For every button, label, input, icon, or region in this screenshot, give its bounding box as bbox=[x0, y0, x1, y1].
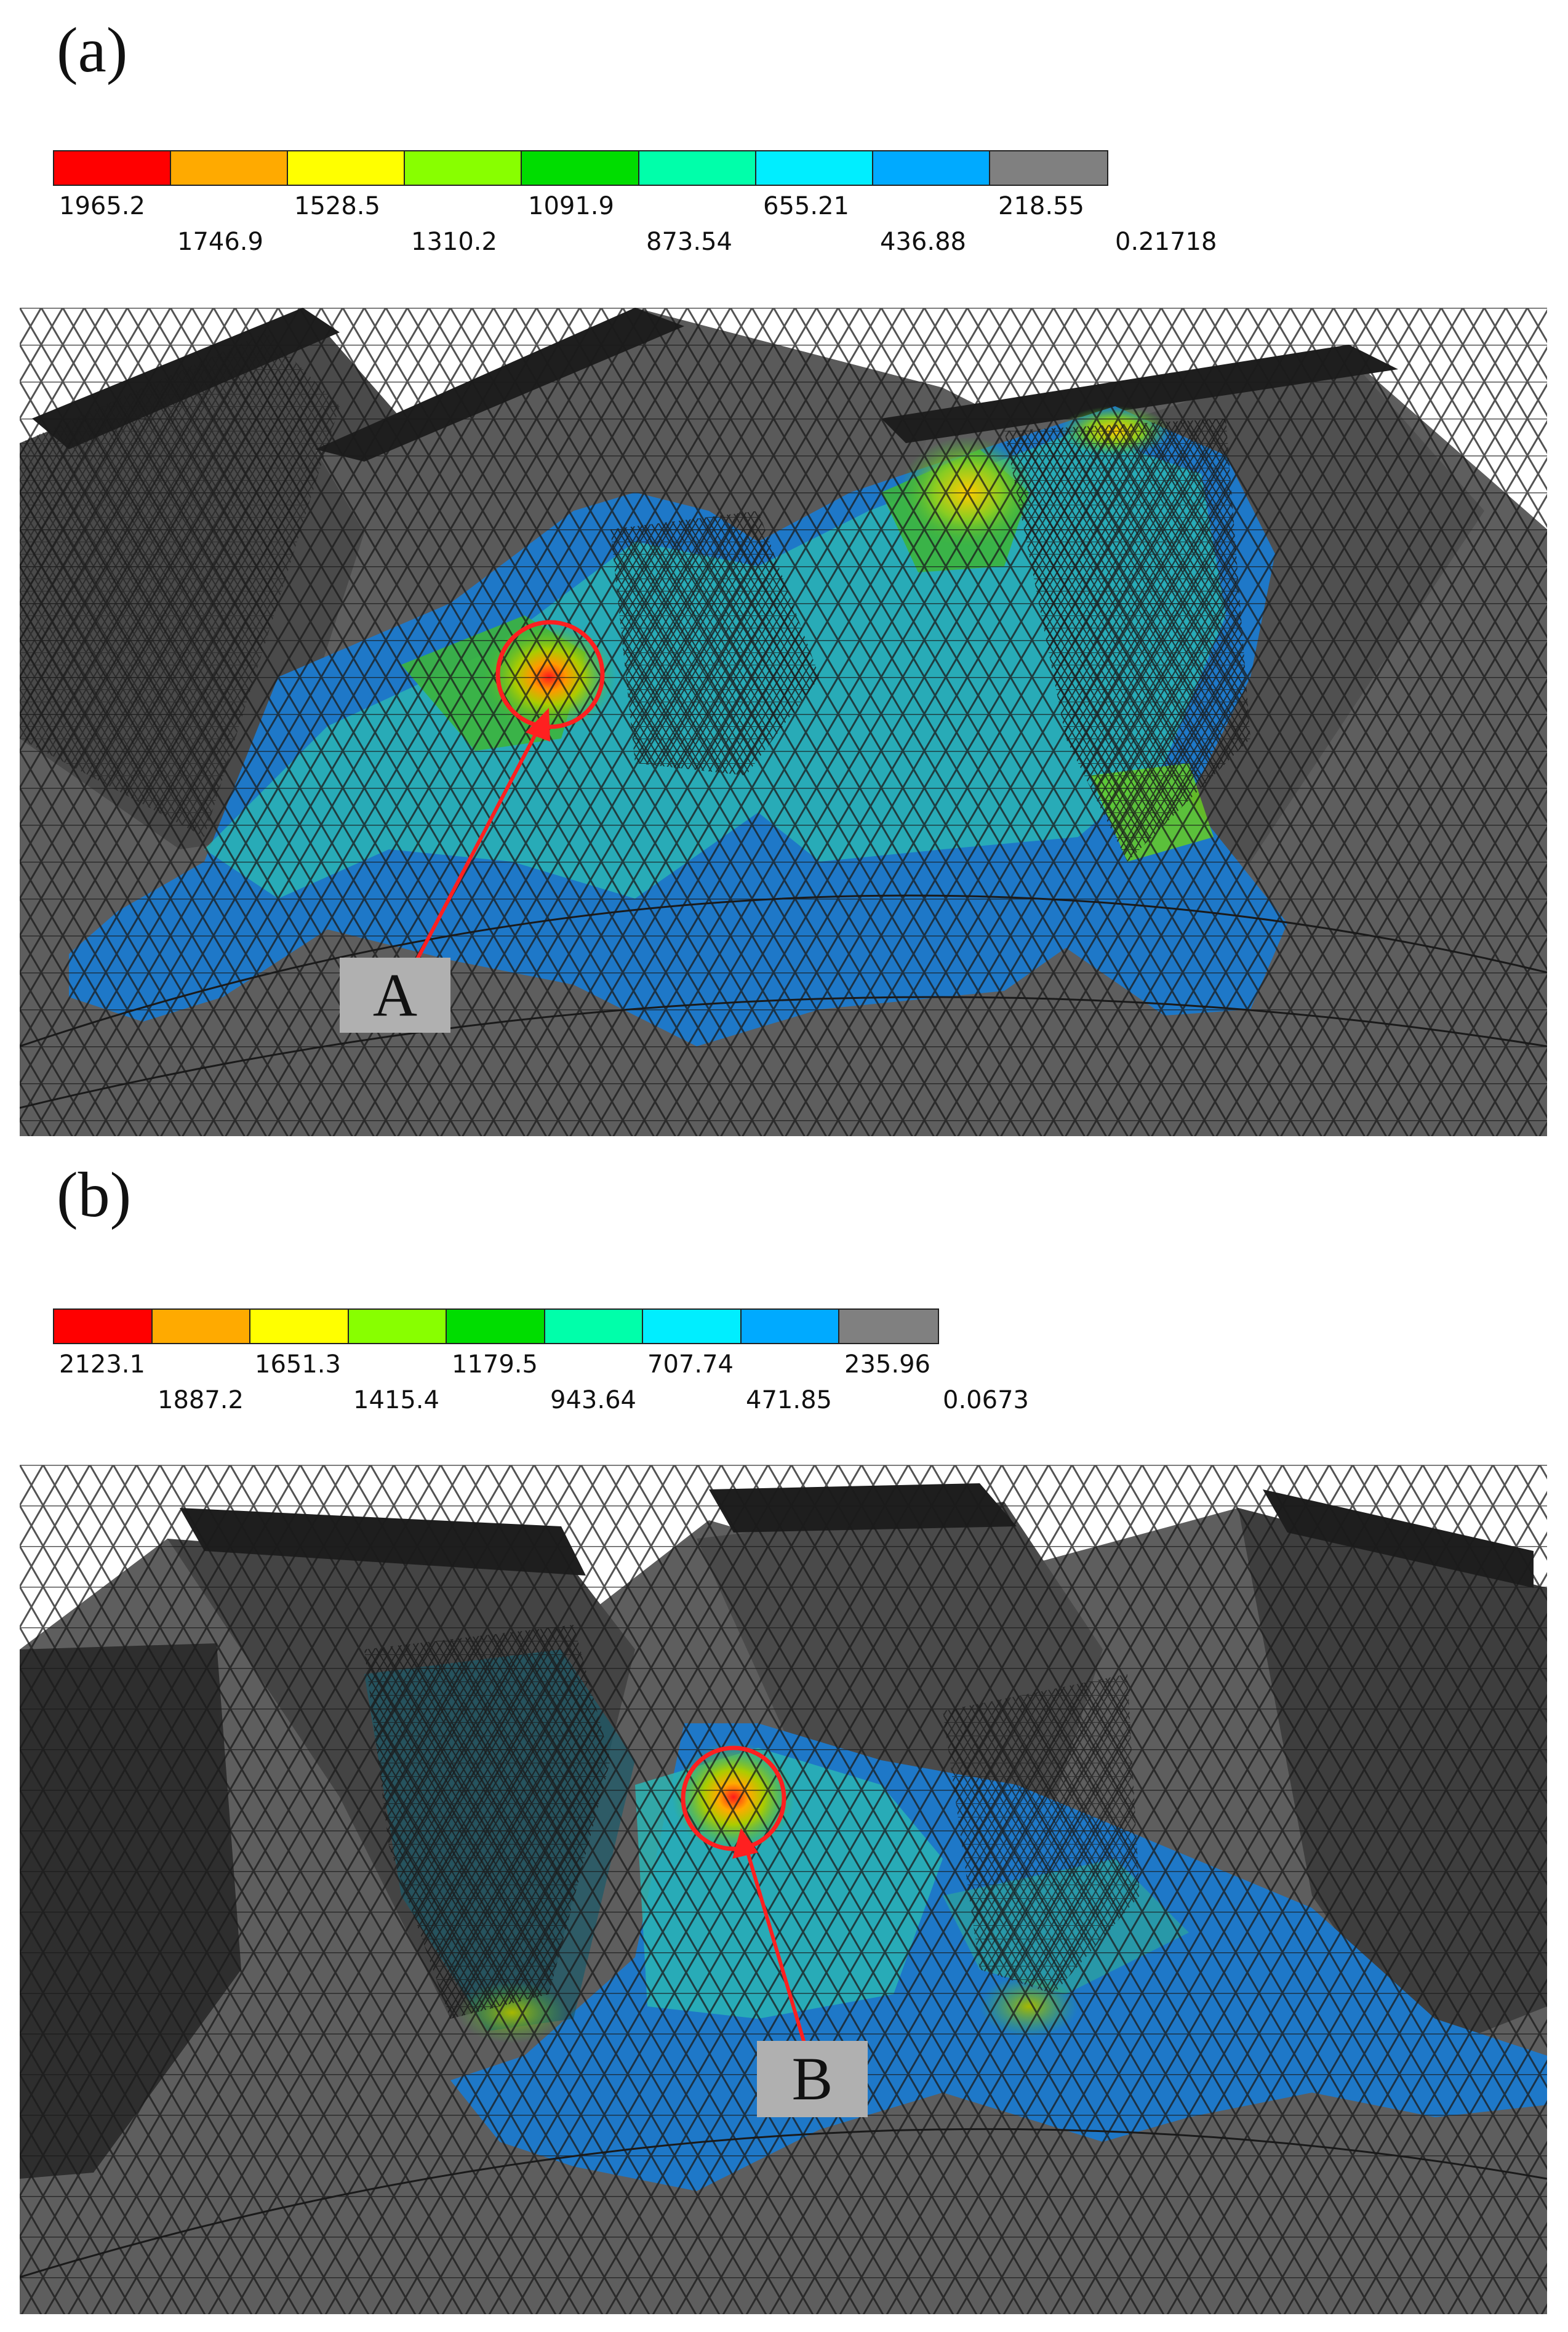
legend-tick-b-top-0: 2123.1 bbox=[59, 1350, 145, 1379]
legend-tick-a-bottom-4: 0.21718 bbox=[1115, 228, 1217, 256]
legend-swatch bbox=[522, 151, 639, 185]
marker-label-a: A bbox=[340, 958, 450, 1033]
legend-tick-b-top-3: 707.74 bbox=[647, 1350, 734, 1379]
legend-tick-a-bottom-2: 873.54 bbox=[646, 228, 732, 256]
legend-tick-a-top-2: 1091.9 bbox=[528, 192, 614, 220]
legend-tick-a-top-3: 655.21 bbox=[763, 192, 849, 220]
legend-swatch bbox=[288, 151, 406, 185]
legend-swatch bbox=[54, 151, 172, 185]
fem-view-a bbox=[20, 308, 1547, 1136]
marker-arrowhead-b bbox=[732, 1828, 758, 1859]
legend-tick-a-top-1: 1528.5 bbox=[294, 192, 380, 220]
panel-label-b: (b) bbox=[57, 1160, 132, 1230]
marker-circle-a bbox=[495, 620, 605, 729]
marker-circle-b bbox=[681, 1745, 786, 1851]
legend-tick-b-bottom-2: 943.64 bbox=[550, 1386, 636, 1414]
legend-swatch bbox=[348, 1310, 447, 1343]
fem-gear-mesh-b bbox=[20, 1465, 1547, 2314]
legend-swatch bbox=[171, 151, 289, 185]
legend-swatch bbox=[741, 1310, 840, 1343]
fem-gear-mesh-a bbox=[20, 308, 1547, 1136]
legend-tick-a-top-0: 1965.2 bbox=[59, 192, 145, 220]
legend-swatch bbox=[152, 1310, 251, 1343]
legend-bar-b bbox=[53, 1308, 939, 1344]
legend-tick-a-bottom-3: 436.88 bbox=[880, 228, 966, 256]
legend-tick-b-bottom-3: 471.85 bbox=[746, 1386, 832, 1414]
legend-tick-b-bottom-0: 1887.2 bbox=[158, 1386, 244, 1414]
legend-swatch bbox=[639, 151, 756, 185]
legend-swatch bbox=[756, 151, 873, 185]
legend-tick-a-bottom-1: 1310.2 bbox=[411, 228, 497, 256]
legend-tick-b-top-2: 1179.5 bbox=[452, 1350, 538, 1379]
legend-swatch bbox=[54, 1310, 153, 1343]
legend-swatch bbox=[405, 151, 522, 185]
marker-arrow-a bbox=[412, 725, 542, 968]
legend-swatch bbox=[643, 1310, 742, 1343]
legend-bar-a bbox=[53, 150, 1108, 186]
legend-tick-a-bottom-0: 1746.9 bbox=[177, 228, 263, 256]
fem-view-b bbox=[20, 1465, 1547, 2314]
marker-label-b: B bbox=[757, 2041, 868, 2117]
legend-tick-b-top-1: 1651.3 bbox=[255, 1350, 341, 1379]
panel-label-a: (a) bbox=[57, 15, 128, 86]
legend-swatch bbox=[250, 1310, 349, 1343]
marker-arrow-b bbox=[744, 1846, 815, 2075]
legend-tick-b-bottom-4: 0.0673 bbox=[943, 1386, 1029, 1414]
legend-swatch bbox=[839, 1310, 938, 1343]
marker-arrowhead-a bbox=[526, 708, 550, 742]
legend-swatch bbox=[873, 151, 990, 185]
legend-swatch bbox=[447, 1310, 545, 1343]
legend-swatch bbox=[545, 1310, 644, 1343]
legend-tick-b-bottom-1: 1415.4 bbox=[353, 1386, 439, 1414]
legend-tick-b-top-4: 235.96 bbox=[844, 1350, 930, 1379]
legend-swatch bbox=[990, 151, 1107, 185]
legend-tick-a-top-4: 218.55 bbox=[998, 192, 1084, 220]
